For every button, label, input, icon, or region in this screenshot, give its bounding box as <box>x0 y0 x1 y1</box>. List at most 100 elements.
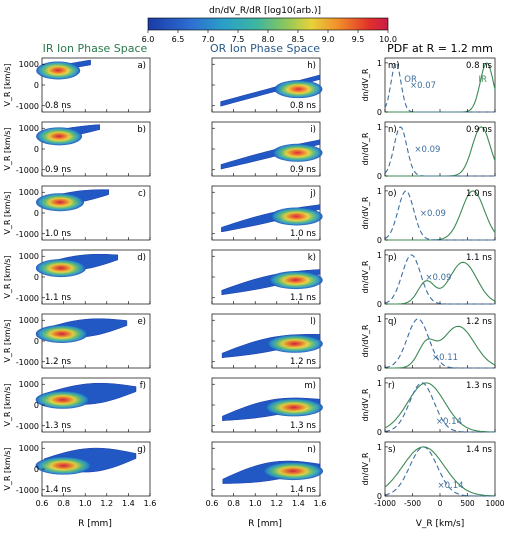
panel-time: 1.0 ns <box>466 189 493 199</box>
panel-letter: a) <box>137 61 146 71</box>
pdf-panel: n) 0.9 ns ×0.09 0 1 dn/dV_R <box>361 121 496 181</box>
phase-density-core <box>268 271 323 290</box>
y-tick-label: 0 <box>377 236 382 245</box>
panel-letter: i) <box>310 125 316 135</box>
colorbar-tick-label: 8.5 <box>292 35 305 44</box>
ir-phase-panel: c) 1.0 ns 1000 0 -1000 V_R [km/s] <box>3 185 151 241</box>
ir-pdf-line <box>385 325 496 369</box>
phase-density-core <box>272 143 323 162</box>
y-axis-label: dn/dV_R <box>361 324 370 357</box>
x-tick-label: 1.6 <box>144 499 157 508</box>
y-tick-label: 1 <box>377 315 382 324</box>
scale-factor: ×0.14 <box>436 417 462 427</box>
panel-letter: q) <box>388 317 397 327</box>
panel-time: 0.9 ns <box>45 165 72 175</box>
or-pdf-line <box>384 61 495 113</box>
or-phase-panel: l) 1.2 ns <box>211 313 323 369</box>
colorbar-tick-label: 8.0 <box>262 35 275 44</box>
colorbar-tick-label: 7.5 <box>232 35 245 44</box>
panel-letter: k) <box>308 253 316 263</box>
y-axis-label: V_R [km/s] <box>3 127 12 170</box>
colorbar-tick-label: 6.0 <box>142 35 155 44</box>
or-phase-panel: m) 1.3 ns <box>211 377 323 433</box>
or-phase-panel: h) 0.8 ns <box>211 57 323 113</box>
panel-letter: l) <box>310 317 316 327</box>
x-tick-label: 1000 <box>485 499 504 508</box>
y-axis-label: dn/dV_R <box>361 452 370 485</box>
y-tick-label: 0 <box>34 145 39 154</box>
x-tick-label: 500 <box>460 499 475 508</box>
panel-time: 1.0 ns <box>45 229 72 239</box>
or-pdf-line <box>384 190 495 241</box>
y-axis-label: dn/dV_R <box>361 260 370 293</box>
or-phase-panel: k) 1.1 ns <box>211 249 323 305</box>
y-tick-label: -1000 <box>16 358 39 367</box>
panel-letter: n) <box>307 445 316 455</box>
y-axis-label: V_R [km/s] <box>3 383 12 426</box>
y-tick-label: 1 <box>377 187 382 196</box>
y-tick-label: -1000 <box>16 422 39 431</box>
phase-density-core <box>35 390 90 409</box>
or-phase-panel: i) 0.9 ns <box>211 121 323 177</box>
scale-factor: ×0.09 <box>414 145 440 155</box>
y-tick-label: 0 <box>34 81 39 90</box>
colorbar-label: dn/dV_R/dR [log10(arb.)] <box>209 6 321 16</box>
y-tick-label: 0 <box>34 273 39 282</box>
scale-factor: ×0.09 <box>425 273 451 283</box>
y-tick-label: 1000 <box>19 380 39 389</box>
pdf-panel: r) 1.3 ns ×0.14 0 1 dn/dV_R <box>361 377 496 437</box>
y-tick-label: 0 <box>377 172 382 181</box>
x-tick-label: 0.6 <box>206 499 219 508</box>
ir-phase-panel: e) 1.2 ns 1000 0 -1000 V_R [km/s] <box>3 313 151 369</box>
panel-frame <box>384 249 496 305</box>
y-axis-label: V_R [km/s] <box>3 319 12 362</box>
panel-letter: b) <box>137 125 146 135</box>
ir-column-title: IR Ion Phase Space <box>43 42 148 55</box>
panel-time: 1.0 ns <box>290 229 317 239</box>
y-axis-label: V_R [km/s] <box>3 447 12 490</box>
panel-time: 0.8 ns <box>290 101 317 111</box>
pdf-panel: p) 1.1 ns ×0.09 0 1 dn/dV_R <box>361 249 496 309</box>
ir-pdf-line <box>384 382 496 433</box>
y-tick-label: 1 <box>377 379 382 388</box>
panel-letter: c) <box>138 189 146 199</box>
panel-time: 1.2 ns <box>45 357 72 367</box>
scale-factor: ×0.14 <box>438 481 464 491</box>
y-tick-label: 1000 <box>19 124 39 133</box>
colorbar <box>147 17 389 31</box>
panel-time: 1.4 ns <box>290 485 317 495</box>
phase-density-core <box>264 398 323 417</box>
panel-time: 1.2 ns <box>290 357 317 367</box>
y-tick-label: 1 <box>377 251 382 260</box>
panel-time: 1.3 ns <box>45 421 72 431</box>
y-tick-label: 0 <box>34 209 39 218</box>
ir-phase-panel: b) 0.9 ns 1000 0 -1000 V_R [km/s] <box>3 121 151 177</box>
panel-letter: r) <box>388 381 395 391</box>
panel-time: 1.1 ns <box>45 293 72 303</box>
panel-time: 0.9 ns <box>290 165 317 175</box>
or-phase-panel: j) 1.0 ns <box>211 185 323 241</box>
y-axis-label: V_R [km/s] <box>3 255 12 298</box>
panel-time: 1.3 ns <box>290 421 317 431</box>
scale-factor: ×0.07 <box>410 81 436 91</box>
pdf-xlabel: V_R [km/s] <box>416 519 465 529</box>
scale-factor: ×0.09 <box>420 209 446 219</box>
panel-letter: e) <box>137 317 146 327</box>
phase-density-core <box>270 207 323 226</box>
x-tick-label: 1.0 <box>249 499 262 508</box>
phase-density-core <box>35 324 88 343</box>
y-tick-label: 0 <box>34 465 39 474</box>
panel-letter: m) <box>304 381 316 391</box>
x-tick-label: 0 <box>438 499 443 508</box>
x-tick-label: 0.8 <box>227 499 240 508</box>
x-tick-label: -500 <box>404 499 421 508</box>
panel-time: 0.9 ns <box>466 125 493 135</box>
phase-density-core <box>263 462 323 481</box>
ir-phase-panel: a) 0.8 ns 1000 0 -1000 V_R [km/s] <box>3 57 151 113</box>
y-tick-label: 0 <box>377 428 382 437</box>
phase-density-core <box>274 80 323 99</box>
y-tick-label: -1000 <box>16 486 39 495</box>
panel-time: 1.2 ns <box>466 317 493 327</box>
